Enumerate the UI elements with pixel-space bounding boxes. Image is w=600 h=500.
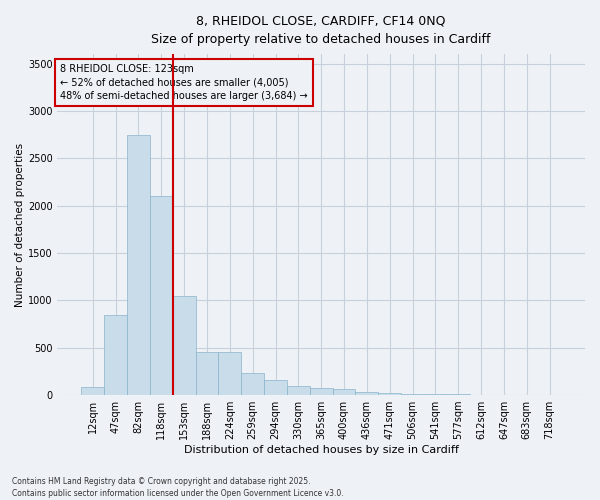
Bar — [218, 352, 241, 395]
Bar — [378, 393, 401, 395]
Bar — [173, 296, 196, 395]
Text: 8 RHEIDOL CLOSE: 123sqm
← 52% of detached houses are smaller (4,005)
48% of semi: 8 RHEIDOL CLOSE: 123sqm ← 52% of detache… — [60, 64, 308, 100]
X-axis label: Distribution of detached houses by size in Cardiff: Distribution of detached houses by size … — [184, 445, 458, 455]
Bar — [264, 380, 287, 395]
Bar — [424, 394, 447, 395]
Title: 8, RHEIDOL CLOSE, CARDIFF, CF14 0NQ
Size of property relative to detached houses: 8, RHEIDOL CLOSE, CARDIFF, CF14 0NQ Size… — [151, 15, 491, 46]
Bar — [82, 387, 104, 395]
Bar — [127, 134, 150, 395]
Bar — [196, 352, 218, 395]
Bar — [332, 390, 355, 395]
Text: Contains HM Land Registry data © Crown copyright and database right 2025.
Contai: Contains HM Land Registry data © Crown c… — [12, 476, 344, 498]
Bar — [355, 392, 378, 395]
Bar — [150, 196, 173, 395]
Bar — [241, 374, 264, 395]
Bar — [287, 386, 310, 395]
Bar — [401, 394, 424, 395]
Bar — [310, 388, 332, 395]
Bar — [104, 314, 127, 395]
Bar — [447, 394, 470, 395]
Y-axis label: Number of detached properties: Number of detached properties — [15, 142, 25, 306]
